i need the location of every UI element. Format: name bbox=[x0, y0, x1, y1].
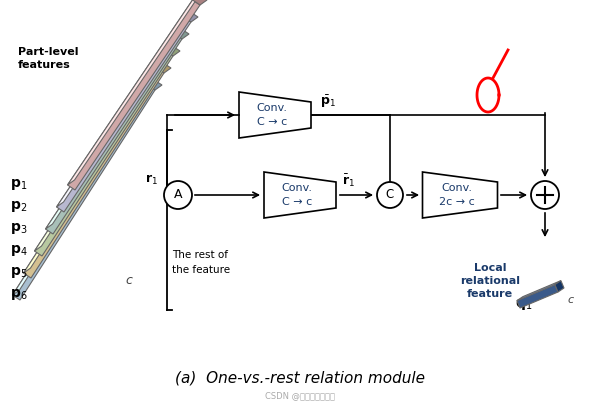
Text: Part-level: Part-level bbox=[18, 47, 79, 57]
Circle shape bbox=[531, 181, 559, 209]
Polygon shape bbox=[13, 85, 155, 300]
Text: (a)  One-vs.-rest relation module: (a) One-vs.-rest relation module bbox=[175, 370, 425, 385]
Text: the feature: the feature bbox=[172, 265, 230, 275]
Text: $\bar{\mathbf{p}}_1$: $\bar{\mathbf{p}}_1$ bbox=[320, 94, 336, 110]
Text: $\mathbf{r}_1$: $\mathbf{r}_1$ bbox=[145, 173, 158, 187]
Text: Local: Local bbox=[474, 263, 506, 273]
Text: Conv.: Conv. bbox=[442, 183, 472, 193]
Text: C: C bbox=[386, 188, 394, 201]
Polygon shape bbox=[156, 63, 171, 73]
Polygon shape bbox=[147, 80, 162, 90]
Polygon shape bbox=[264, 172, 336, 218]
Polygon shape bbox=[34, 46, 172, 251]
Text: $\mathbf{p}_{3}$: $\mathbf{p}_{3}$ bbox=[10, 221, 28, 236]
Polygon shape bbox=[56, 17, 191, 212]
Text: $\mathbf{q}_1$: $\mathbf{q}_1$ bbox=[515, 298, 532, 313]
Polygon shape bbox=[56, 12, 191, 207]
Polygon shape bbox=[23, 68, 164, 278]
Polygon shape bbox=[555, 281, 564, 292]
Text: feature: feature bbox=[467, 289, 513, 299]
Text: $\mathbf{p}_{2}$: $\mathbf{p}_{2}$ bbox=[10, 199, 27, 214]
Polygon shape bbox=[165, 46, 180, 56]
Text: $\mathbf{p}_{6}$: $\mathbf{p}_{6}$ bbox=[10, 287, 28, 302]
Text: Conv.: Conv. bbox=[257, 103, 287, 113]
Polygon shape bbox=[517, 281, 561, 301]
Text: Conv.: Conv. bbox=[281, 183, 313, 193]
Text: C → c: C → c bbox=[257, 117, 287, 127]
Polygon shape bbox=[13, 80, 154, 295]
Polygon shape bbox=[46, 29, 182, 229]
Polygon shape bbox=[423, 172, 498, 218]
Polygon shape bbox=[239, 92, 311, 138]
Polygon shape bbox=[46, 34, 182, 234]
Polygon shape bbox=[67, 0, 200, 185]
Text: CSDN @郑稀炫快去学习: CSDN @郑稀炫快去学习 bbox=[265, 392, 335, 400]
Text: C → c: C → c bbox=[282, 197, 312, 207]
Text: $\bar{\mathbf{r}}_1$: $\bar{\mathbf{r}}_1$ bbox=[342, 173, 355, 189]
Text: A: A bbox=[174, 188, 182, 201]
Polygon shape bbox=[23, 63, 163, 273]
Polygon shape bbox=[183, 12, 198, 22]
Polygon shape bbox=[174, 29, 189, 39]
Circle shape bbox=[377, 182, 403, 208]
Polygon shape bbox=[34, 51, 173, 256]
Text: features: features bbox=[18, 60, 71, 70]
Text: $\mathbf{p}_{5}$: $\mathbf{p}_{5}$ bbox=[10, 265, 28, 280]
Polygon shape bbox=[67, 0, 200, 190]
Text: c: c bbox=[567, 295, 573, 305]
Text: relational: relational bbox=[460, 276, 520, 286]
Circle shape bbox=[164, 181, 192, 209]
Polygon shape bbox=[192, 0, 207, 5]
Text: 2c → c: 2c → c bbox=[439, 197, 475, 207]
Polygon shape bbox=[517, 284, 558, 308]
Text: c: c bbox=[125, 274, 132, 287]
Text: $\mathbf{p}_{1}$: $\mathbf{p}_{1}$ bbox=[10, 177, 27, 193]
Text: $\mathbf{p}_{4}$: $\mathbf{p}_{4}$ bbox=[10, 243, 28, 258]
Text: The rest of: The rest of bbox=[172, 250, 228, 260]
